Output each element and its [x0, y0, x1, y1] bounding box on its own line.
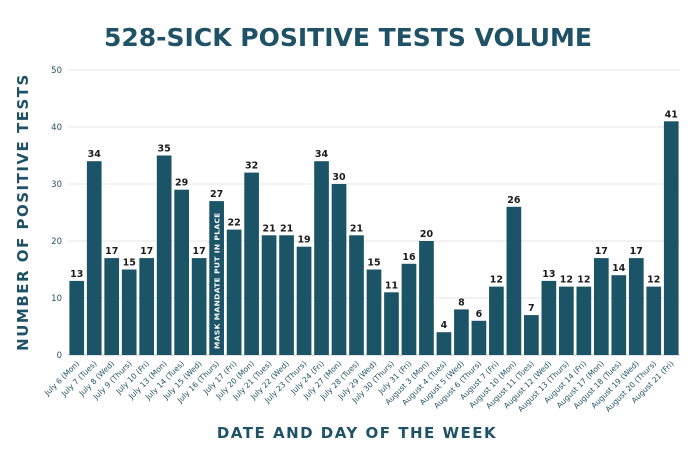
bar-value-label: 17	[140, 246, 153, 257]
mask-mandate-annotation: MASK MANDATE PUT IN PLACE	[213, 212, 222, 349]
bar	[279, 235, 294, 355]
bar-value-label: 17	[105, 246, 118, 257]
bar-value-label: 17	[193, 246, 206, 257]
bar	[628, 258, 644, 355]
bars	[69, 121, 679, 355]
bar-value-label: 12	[577, 275, 590, 286]
bar-value-label: 12	[647, 275, 660, 286]
bar-value-label: 13	[542, 269, 555, 280]
bar	[454, 309, 469, 355]
bar	[524, 315, 539, 355]
annotations: MASK MANDATE PUT IN PLACE	[213, 212, 222, 349]
bar	[174, 189, 190, 355]
bar	[593, 258, 609, 355]
y-tick-label: 20	[51, 237, 62, 247]
bar	[244, 172, 259, 355]
bar	[471, 320, 487, 355]
bar-value-label: 15	[123, 258, 136, 269]
bar	[209, 201, 224, 355]
bar	[86, 161, 102, 355]
y-tick-label: 40	[51, 123, 62, 133]
y-tick-label: 0	[57, 351, 62, 361]
bar-value-label: 8	[458, 297, 465, 308]
value-labels: 13 34 17 15 17 35 29 17 27 22 32 21 21 19 34 30 21 15 11 16…	[70, 109, 678, 331]
y-tick-label: 10	[51, 294, 62, 304]
bar-value-label: 27	[210, 189, 223, 200]
bar	[121, 269, 137, 355]
bar-value-label: 29	[175, 178, 188, 189]
bar	[576, 286, 592, 355]
bar-value-label: 34	[88, 149, 102, 160]
bar-value-label: 17	[630, 246, 643, 257]
bar-value-label: 7	[528, 303, 535, 314]
bar-value-label: 21	[350, 223, 363, 234]
bar-value-label: 32	[245, 161, 258, 172]
bar	[401, 263, 417, 355]
bar-value-label: 11	[385, 280, 398, 291]
bar-value-label: 16	[402, 252, 416, 263]
chart-title: 528-SICK POSITIVE TESTS VOLUME	[104, 23, 592, 52]
bar	[261, 235, 277, 355]
bar	[191, 258, 207, 355]
bar	[156, 155, 172, 355]
bar	[366, 269, 382, 355]
x-axis-label: DATE AND DAY OF THE WEEK	[217, 424, 497, 442]
bar-value-label: 12	[560, 275, 573, 286]
bar	[296, 246, 312, 355]
bar	[506, 206, 522, 355]
bar-value-label: 34	[315, 149, 329, 160]
bar-value-label: 35	[158, 144, 171, 155]
y-tick-label: 30	[51, 180, 62, 190]
bar	[384, 292, 399, 355]
bar	[349, 235, 364, 355]
bar	[226, 229, 242, 355]
x-axis-ticks: July 6 (Mon)July 7 (Tues)July 8 (Wed)Jul…	[42, 359, 676, 414]
bar	[663, 121, 679, 355]
bar-value-label: 13	[70, 269, 83, 280]
bar-value-label: 14	[612, 263, 626, 274]
bar	[436, 332, 452, 355]
bar-value-label: 41	[665, 109, 678, 120]
bar-value-label: 6	[476, 309, 483, 320]
y-axis-label: NUMBER OF POSITIVE TESTS	[14, 73, 32, 351]
bar	[331, 184, 347, 355]
bar	[419, 241, 434, 355]
bar-value-label: 26	[507, 195, 521, 206]
bar-value-label: 17	[595, 246, 608, 257]
bar	[139, 258, 155, 355]
bar	[558, 286, 574, 355]
bar	[489, 286, 504, 355]
bar-value-label: 21	[262, 223, 275, 234]
y-tick-label: 50	[51, 66, 62, 76]
bar	[104, 258, 120, 355]
bar-value-label: 4	[441, 320, 448, 331]
bar-value-label: 20	[420, 229, 434, 240]
bar-value-label: 15	[367, 258, 380, 269]
bar	[611, 275, 627, 355]
bar	[314, 161, 329, 355]
bar-value-label: 12	[490, 275, 503, 286]
bar-value-label: 19	[297, 235, 310, 246]
bar-value-label: 21	[280, 223, 293, 234]
y-axis-ticks: 0 10 20 30 40 50	[51, 66, 62, 361]
bar-value-label: 30	[332, 172, 346, 183]
bar	[541, 280, 557, 355]
bar	[646, 286, 662, 355]
bar	[69, 280, 85, 355]
bar-value-label: 22	[227, 218, 240, 229]
